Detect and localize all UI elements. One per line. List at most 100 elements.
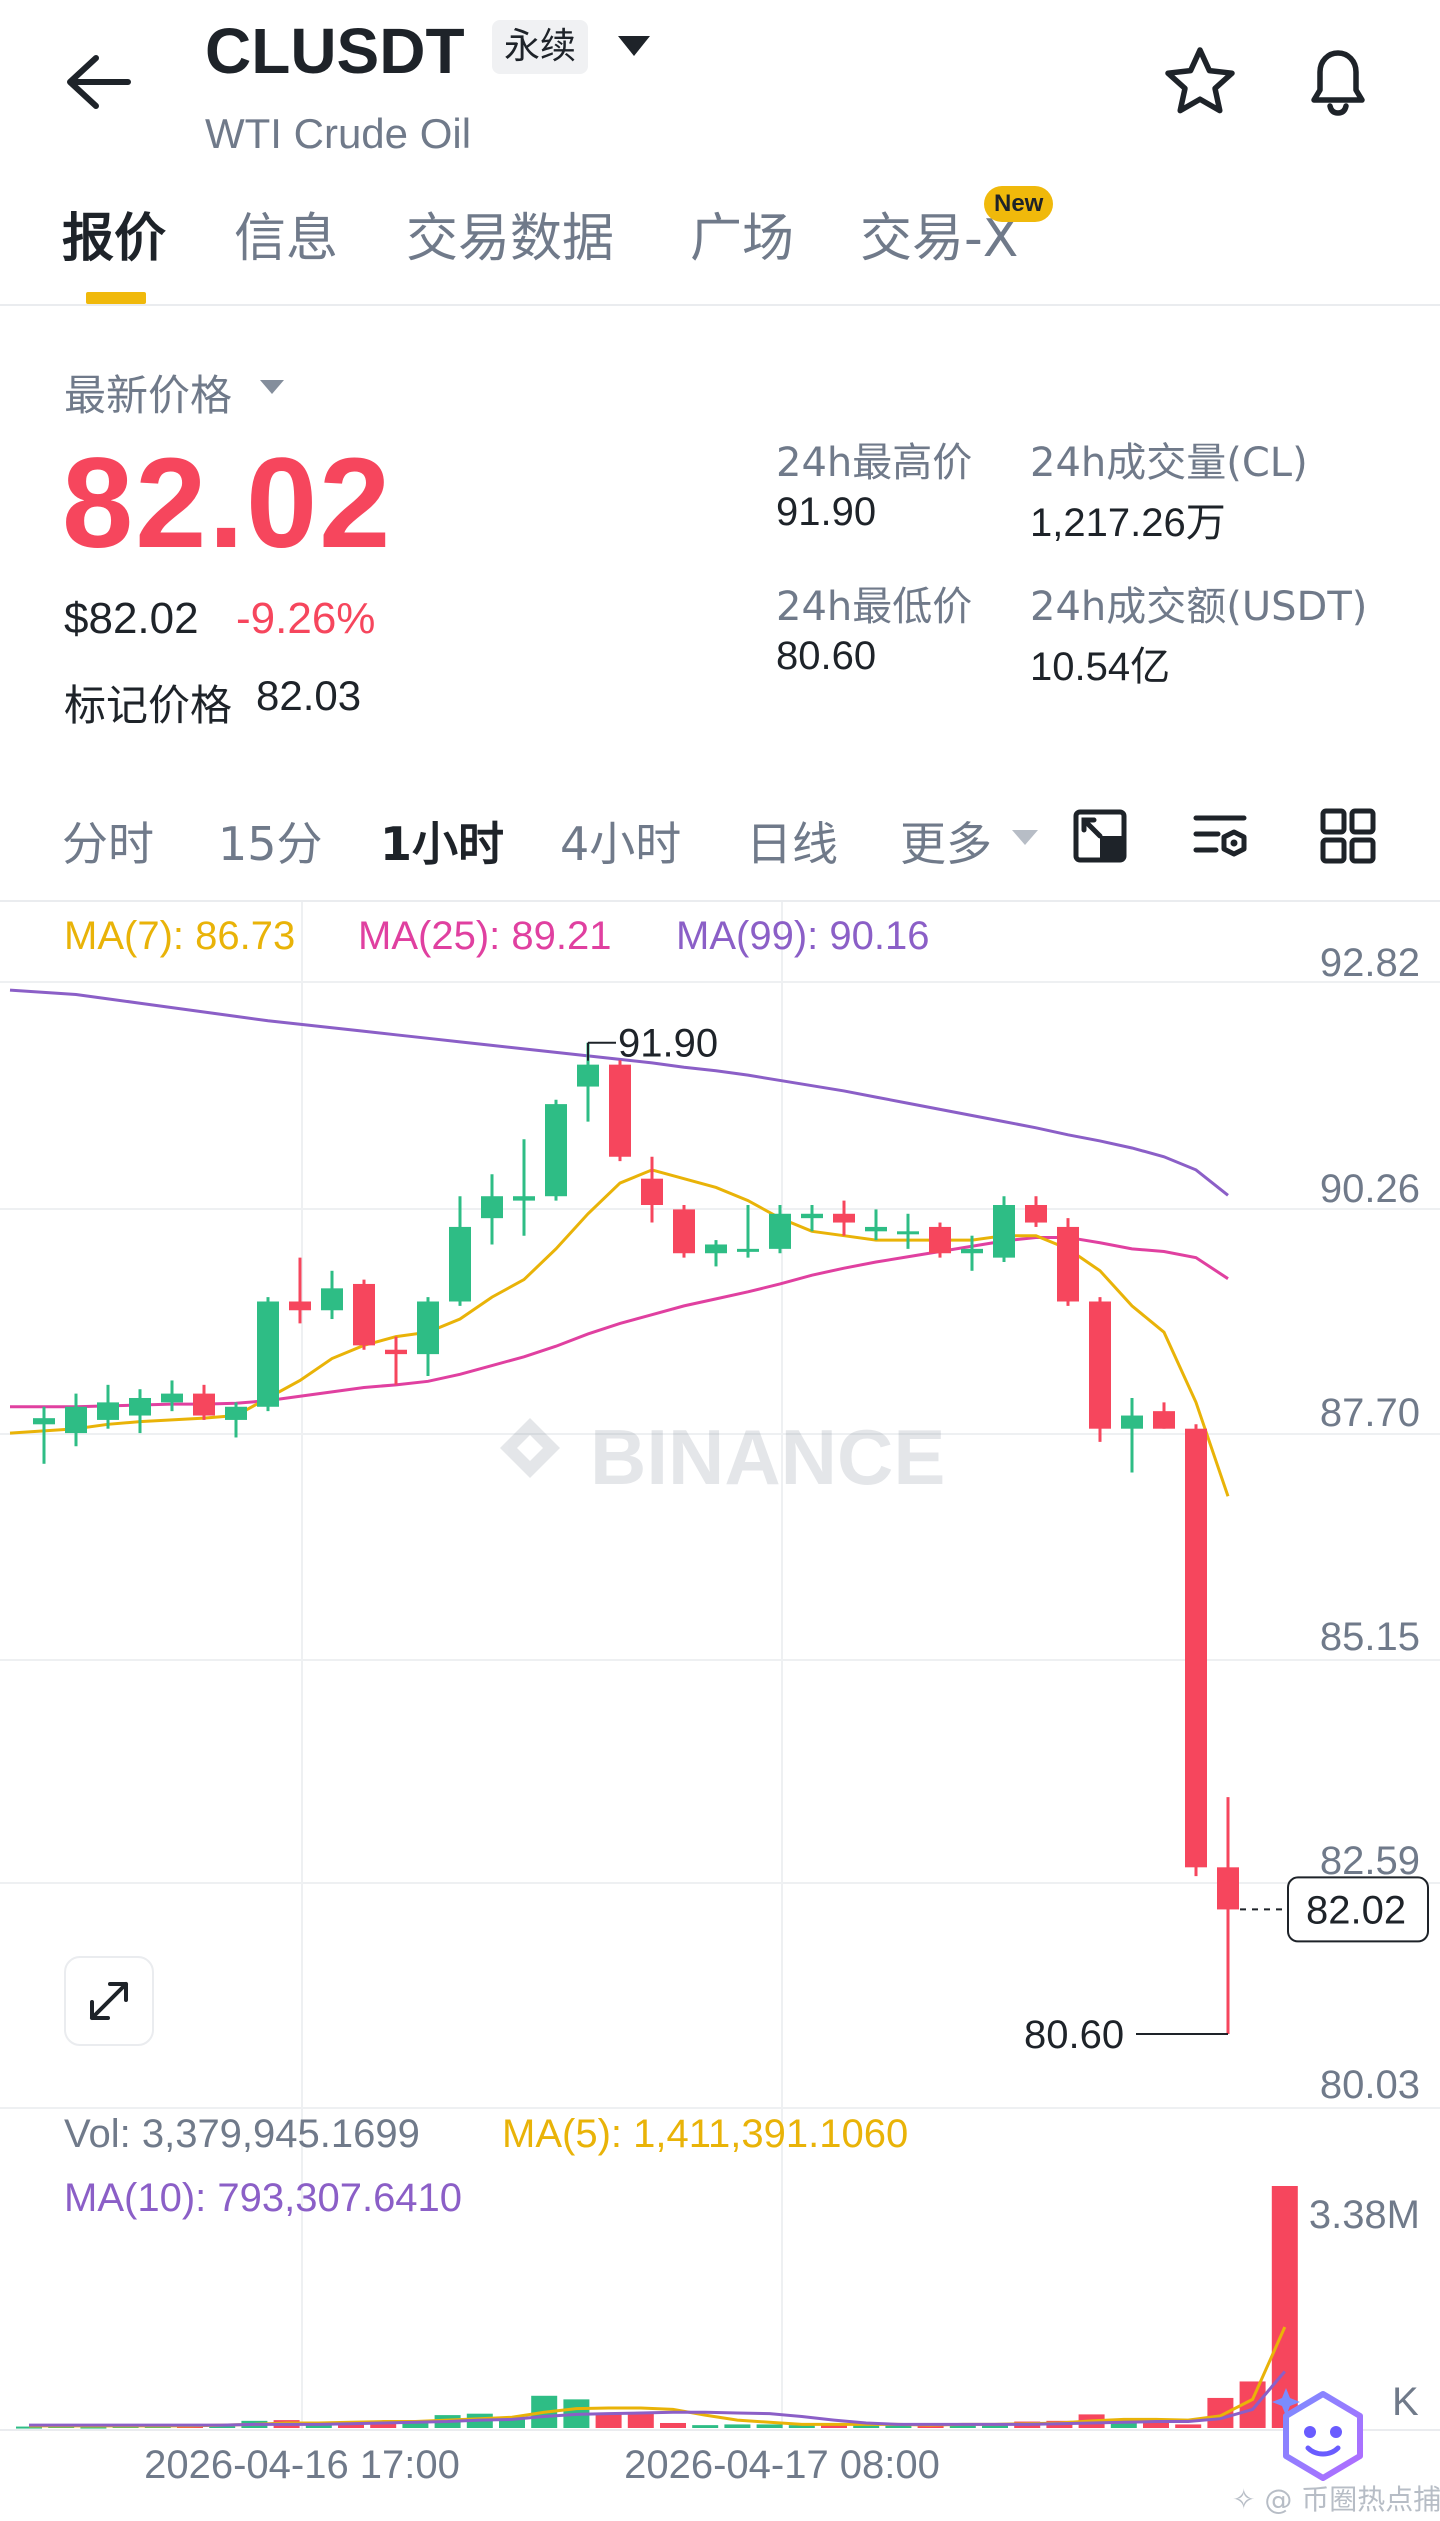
vol-ma10-line [29,2370,1286,2427]
tab-info[interactable]: 信息 [234,209,339,269]
star-icon [1165,47,1235,114]
volume-bar [402,2420,429,2428]
candle-body [961,1248,983,1254]
candle-body [481,1196,503,1219]
interval-time-share[interactable]: 分时 [62,817,154,871]
usd-price: $82.02 [64,594,199,643]
candle-body [929,1226,951,1254]
binance-logo-icon [500,1418,560,1478]
interval-4h[interactable]: 4小时 [560,817,682,871]
interval-more[interactable]: 更多 [900,817,992,871]
candle-body [513,1196,535,1201]
candle-body [97,1402,119,1420]
volume-bar [16,2426,42,2429]
symbol-title[interactable]: CLUSDT [205,15,465,87]
high-24h-label: 24h最高价 [776,440,973,486]
time-axis-tick: 2026-04-16 17:00 [144,2443,460,2487]
price-type-dropdown[interactable] [258,378,286,400]
source-watermark-text: 币圈热点捕手 [1301,2483,1440,2516]
candle-body [1153,1411,1175,1429]
asset-name: WTI Crude Oil [205,110,472,157]
interval-1h[interactable]: 1小时 [380,817,505,871]
last-price-tag-box [1287,1876,1429,1943]
volume-bar [1143,2422,1169,2428]
candle-body [65,1406,87,1434]
volume-bar [1207,2397,1234,2428]
k-label: K [1392,2380,1419,2424]
volume-bar [821,2424,847,2428]
time-axis-tick: 2026-04-17 08:00 [624,2443,940,2487]
price-axis-tick: 90.26 [1320,1167,1420,1211]
assistant-mascot-button[interactable] [1268,2380,1378,2490]
tab-square[interactable]: 广场 [690,209,795,269]
grid-view-icon [1320,808,1376,864]
more-caret[interactable] [1010,828,1040,852]
price-axis-tick: 87.70 [1320,1391,1420,1435]
source-watermark: ✧ @ 币圈热点捕手 [1232,2478,1440,2518]
tab-trading-data[interactable]: 交易数据 [406,209,615,269]
ma7-legend: MA(7): 86.73 [64,914,296,958]
candle-body [1057,1226,1079,1302]
candle-body [257,1301,279,1407]
last-price-tag: 82.02 [1306,1888,1406,1932]
price-change-percent: -9.26% [236,594,376,643]
tabs-divider [0,304,1440,306]
caret-down-icon [618,36,650,56]
ma99-legend: MA(99): 90.16 [676,914,930,958]
candle-body [1185,1428,1207,1868]
low-24h-label: 24h最低价 [776,584,973,630]
robot-mascot-icon [1272,2388,1363,2481]
kline-chart[interactable]: BINANCE 91.90 80.60 82.02 92.82 90.26 87.70 85.… [0,900,1440,2521]
volume-bar [692,2425,719,2428]
price-alert-button[interactable] [1298,40,1378,120]
active-tab-indicator [86,292,146,304]
last-price: 82.02 [62,432,393,575]
candle-body [321,1288,343,1311]
high-marker-label: 91.90 [618,1022,718,1066]
price-axis-tick: 82.59 [1320,1839,1420,1883]
candle-body [897,1231,919,1235]
latest-price-label[interactable]: 最新价格 [64,371,233,420]
candle-body [1089,1301,1111,1429]
candle-body [865,1226,887,1232]
candle-body [33,1418,55,1425]
tab-quote[interactable]: 报价 [62,209,167,269]
sparkle-icon: ✧ @ [1232,2483,1302,2516]
back-button[interactable] [62,52,132,112]
favorite-button[interactable] [1160,42,1240,122]
volume-bar [724,2424,751,2428]
vol-ma5-line [29,2326,1287,2428]
candle-body [161,1393,183,1403]
candle-body [385,1349,407,1355]
candle-body [353,1283,375,1346]
volume-bar [627,2413,654,2428]
low-24h-value: 80.60 [776,634,877,678]
ma25-legend: MA(25): 89.21 [358,914,612,958]
volume-bar [1271,2186,1298,2428]
caret-down-icon [1012,830,1038,845]
symbol-dropdown-caret[interactable] [616,34,652,64]
binance-watermark-text: BINANCE [590,1413,945,1501]
grid-view-button[interactable] [1318,806,1378,866]
volume-bar [595,2413,622,2428]
interval-15m[interactable]: 15分 [218,817,323,871]
chart-layout-button[interactable] [1070,806,1130,866]
volume-24h-label: 24h成交量(CL) [1030,440,1308,486]
volume-bar [788,2425,815,2428]
candle-body [129,1397,151,1416]
arrow-left-icon [67,55,131,109]
ma99-line [9,988,1229,1197]
candle-body [545,1104,567,1197]
vol-ma10-legend: MA(10): 793,307.6410 [64,2176,463,2220]
volume-bar [499,2417,525,2428]
volume-legend: Vol: 3,379,945.1699 [64,2112,420,2156]
price-axis-tick: 80.03 [1320,2063,1420,2107]
interval-divider [0,900,1440,902]
indicator-settings-button[interactable] [1192,806,1252,866]
volume-bar [370,2421,397,2428]
ma25-line [10,1235,1229,1409]
contract-type-badge: 永续 [492,20,589,74]
fullscreen-button[interactable] [64,1956,154,2046]
interval-daily[interactable]: 日线 [746,817,838,871]
candle-body [801,1213,823,1219]
